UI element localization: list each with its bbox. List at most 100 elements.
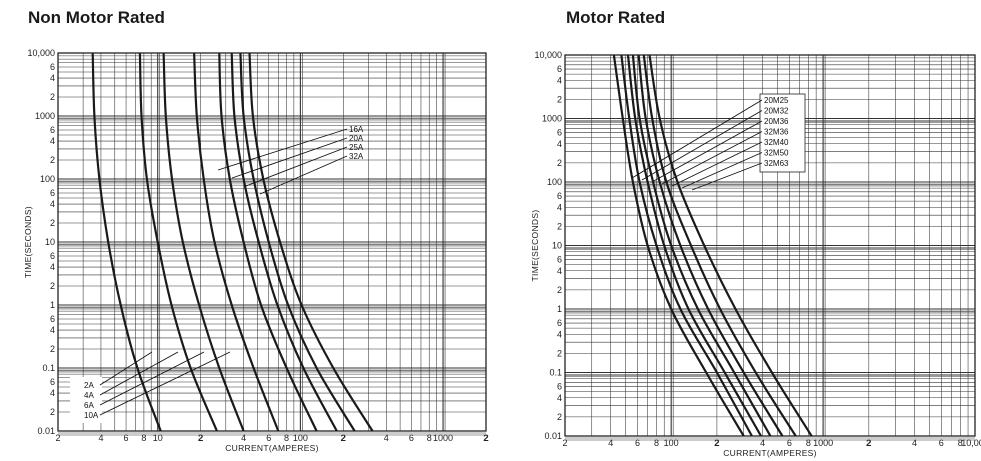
y-tick-label: 10: [552, 241, 562, 251]
y-tick-label: 100: [40, 174, 55, 184]
non-motor-rated-chart: 10,00064210006421006421064216420.16420.0…: [23, 48, 489, 453]
curve-label-32m63: 32M63: [764, 159, 789, 168]
y-tick-label: 2: [557, 94, 562, 104]
y-tick-label: 6: [50, 62, 55, 72]
series-curve-16a: [218, 52, 318, 432]
x-axis-label: CURRENT(AMPERES): [723, 448, 817, 458]
y-tick-label: 2: [50, 281, 55, 291]
x-tick-label: 2: [198, 433, 203, 444]
y-tick-label: 1000: [35, 111, 55, 121]
x-tick-label: 8: [284, 433, 289, 443]
y-tick-label: 0.1: [549, 368, 562, 378]
leader-line: [681, 152, 763, 189]
plot-border: [57, 52, 487, 432]
y-axis-label: TIME(SECONDS): [530, 210, 540, 282]
y-tick-label: 1000: [542, 114, 562, 124]
curve-label-6a: 6A: [84, 401, 94, 410]
x-tick-label: 4: [608, 438, 613, 448]
x-tick-label: 6: [635, 438, 640, 448]
x-axis-label: CURRENT(AMPERES): [225, 443, 319, 453]
curve-label-20m32: 20M32: [764, 107, 789, 116]
y-tick-label: 4: [50, 73, 55, 83]
y-tick-label: 6: [557, 64, 562, 74]
y-tick-label: 10,000: [27, 48, 55, 58]
leader-line: [99, 351, 153, 386]
y-tick-label: 2: [50, 344, 55, 354]
y-tick-label: 2: [50, 92, 55, 102]
leader-line: [217, 128, 348, 171]
x-tick-label: 2: [866, 438, 871, 449]
y-tick-label: 10: [45, 237, 55, 247]
x-tick-label: 2: [562, 438, 567, 448]
x-tick-label: 10,000: [961, 438, 981, 448]
series-curve-25a: [239, 52, 356, 432]
y-tick-label: 2: [50, 155, 55, 165]
y-tick-label: 4: [557, 202, 562, 212]
series-curve-32m36: [631, 54, 772, 437]
x-tick-label: 2: [483, 433, 488, 444]
leader-line: [99, 351, 205, 406]
x-tick-label: 8: [958, 438, 963, 448]
y-tick-label: 2: [557, 285, 562, 295]
curve-label-32m36: 32M36: [764, 128, 789, 137]
y-tick-label: 6: [50, 377, 55, 387]
x-tick-label: 6: [409, 433, 414, 443]
y-tick-label: 0.1: [42, 363, 55, 373]
y-tick-label: 0.01: [37, 426, 55, 436]
curve-label-32m40: 32M40: [764, 138, 789, 147]
leader-line: [661, 131, 763, 185]
chart-title-motor-rated: Motor Rated: [566, 8, 666, 27]
curve-label-4a: 4A: [84, 391, 94, 400]
series-curve-10a: [193, 52, 280, 432]
series-curve-32m50: [642, 54, 797, 437]
leader-line: [671, 141, 763, 187]
y-tick-label: 4: [557, 329, 562, 339]
series-curve-32m63: [648, 54, 813, 437]
series-curve-32a: [248, 52, 374, 432]
curve-label-16a: 16A: [349, 125, 364, 134]
y-tick-label: 0.01: [544, 431, 562, 441]
series-curve-2a: [91, 52, 162, 432]
y-tick-label: 6: [50, 251, 55, 261]
series-curve-4a: [138, 52, 218, 432]
x-tick-label: 2: [55, 433, 60, 443]
y-tick-label: 4: [50, 136, 55, 146]
leader-line: [99, 351, 179, 396]
y-tick-label: 2: [557, 221, 562, 231]
y-tick-label: 4: [50, 262, 55, 272]
curve-label-10a: 10A: [84, 411, 99, 420]
leader-line: [245, 146, 348, 187]
leader-line: [651, 120, 763, 183]
y-tick-label: 2: [50, 218, 55, 228]
y-tick-label: 1: [50, 300, 55, 310]
x-tick-label: 2: [341, 433, 346, 444]
y-tick-label: 4: [557, 266, 562, 276]
y-tick-label: 4: [557, 393, 562, 403]
x-tick-label: 8: [806, 438, 811, 448]
curve-label-20m25: 20M25: [764, 96, 789, 105]
y-tick-label: 4: [50, 388, 55, 398]
y-tick-label: 6: [557, 318, 562, 328]
leader-line: [99, 351, 231, 416]
series-curve-20m36: [626, 54, 762, 437]
x-tick-label: 1000: [813, 438, 833, 448]
x-tick-label: 100: [664, 438, 679, 448]
y-tick-label: 4: [50, 325, 55, 335]
label-backdrop: [70, 377, 102, 423]
x-tick-label: 1000: [433, 433, 453, 443]
y-tick-label: 2: [557, 412, 562, 422]
leader-line: [691, 162, 763, 191]
x-tick-label: 6: [787, 438, 792, 448]
label-box: [759, 93, 806, 173]
y-tick-label: 2: [557, 158, 562, 168]
y-tick-label: 6: [50, 125, 55, 135]
x-tick-label: 4: [912, 438, 917, 448]
y-axis-label: TIME(SECONDS): [23, 206, 33, 278]
y-tick-label: 6: [557, 191, 562, 201]
series-curve-20a: [230, 52, 338, 432]
leader-line: [631, 99, 763, 179]
y-tick-label: 4: [557, 139, 562, 149]
leader-line: [641, 110, 763, 181]
y-tick-label: 6: [557, 382, 562, 392]
